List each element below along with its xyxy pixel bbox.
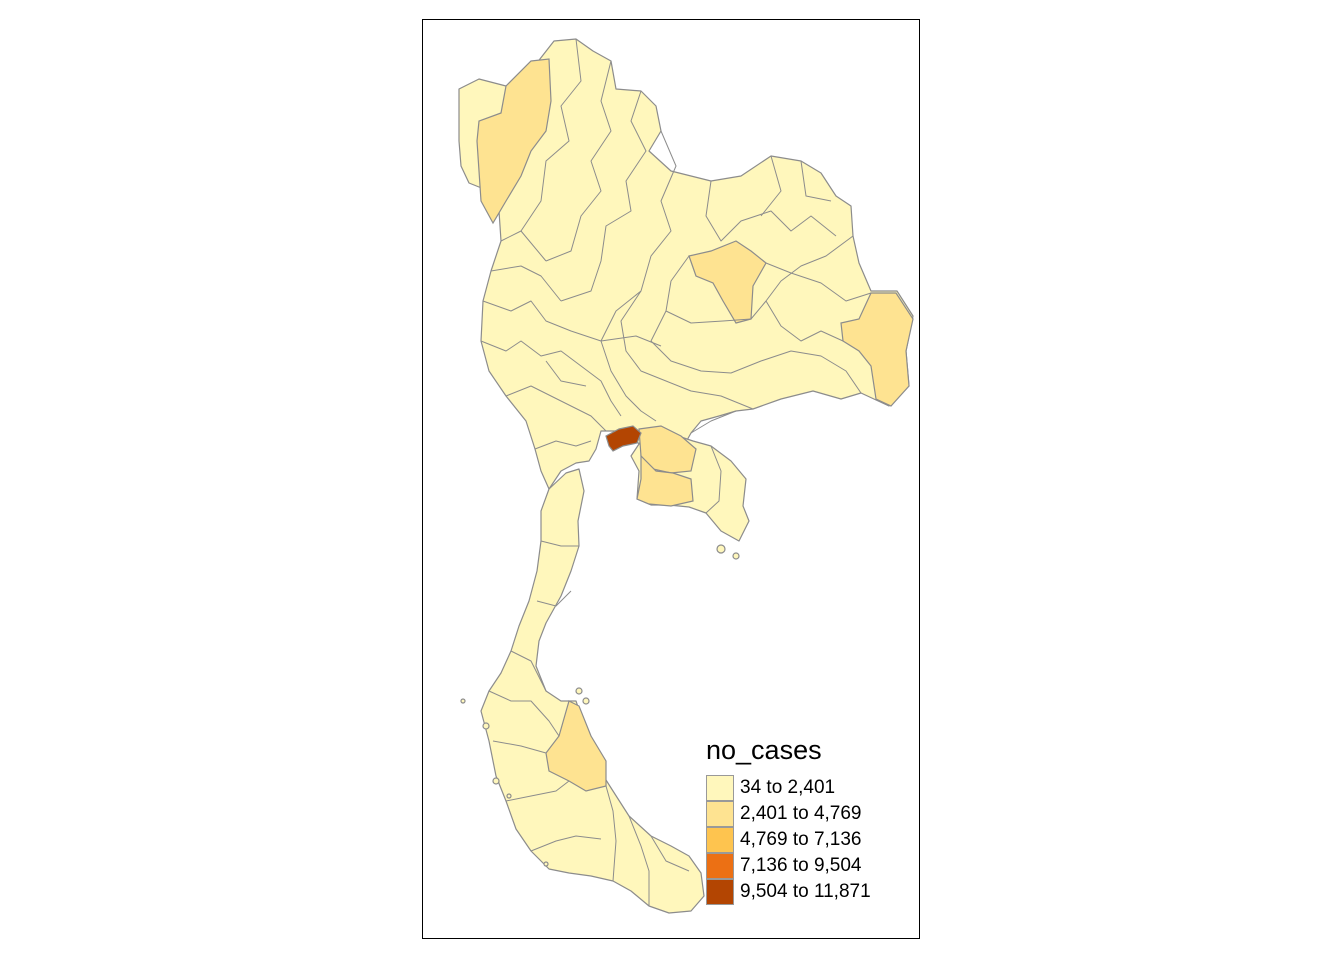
legend-item: 4,769 to 7,136 xyxy=(706,827,906,853)
region-mainland xyxy=(458,38,914,490)
province-borders xyxy=(480,38,872,906)
legend-item: 2,401 to 4,769 xyxy=(706,801,906,827)
legend-swatch xyxy=(706,775,734,801)
legend-title: no_cases xyxy=(706,735,822,765)
legend-label: 7,136 to 9,504 xyxy=(740,855,862,876)
islands xyxy=(460,544,740,867)
province-northwest xyxy=(476,58,552,225)
legend-item: 9,504 to 11,871 xyxy=(706,879,906,905)
legend-swatch xyxy=(706,853,734,879)
legend-swatch xyxy=(706,827,734,853)
province-south xyxy=(545,700,607,792)
legend-rows: 34 to 2,401 2,401 to 4,769 4,769 to 7,13… xyxy=(706,775,906,905)
thailand-choropleth-map xyxy=(458,38,914,914)
legend-label: 9,504 to 11,871 xyxy=(740,881,871,902)
province-bangkok xyxy=(605,425,642,452)
legend-label: 34 to 2,401 xyxy=(740,777,836,798)
province-northeast-east xyxy=(840,292,914,407)
map-legend: no_cases 34 to 2,401 2,401 to 4,769 4,76… xyxy=(706,735,906,905)
legend-item: 34 to 2,401 xyxy=(706,775,906,801)
legend-label: 2,401 to 4,769 xyxy=(740,803,862,824)
map-panel: no_cases 34 to 2,401 2,401 to 4,769 4,76… xyxy=(422,19,920,939)
legend-label: 4,769 to 7,136 xyxy=(740,829,862,850)
region-peninsula xyxy=(480,468,705,914)
province-northeast-central xyxy=(688,240,767,324)
legend-swatch xyxy=(706,801,734,827)
legend-swatch xyxy=(706,879,734,905)
province-east-2 xyxy=(636,454,694,507)
legend-item: 7,136 to 9,504 xyxy=(706,853,906,879)
